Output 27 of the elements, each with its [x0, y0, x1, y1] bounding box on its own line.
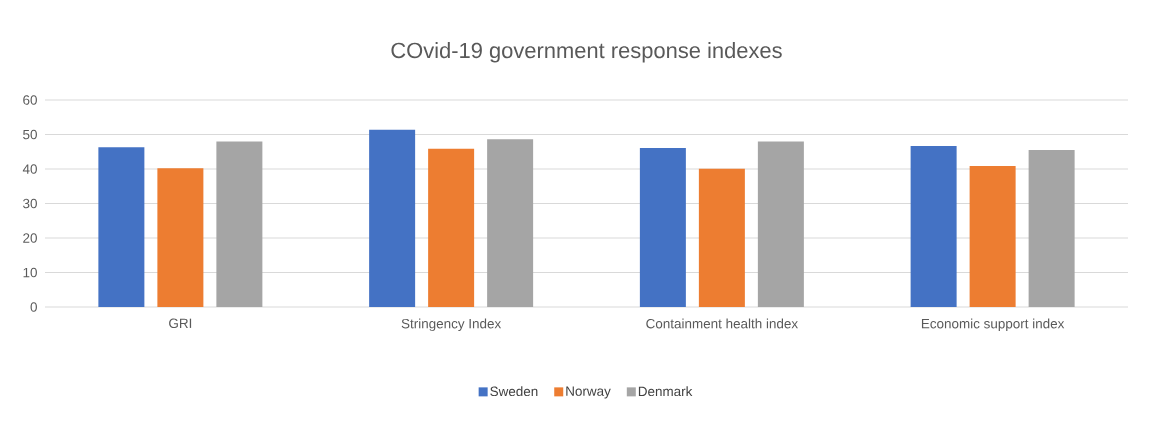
- bar: [639, 147, 686, 307]
- bar: [910, 145, 957, 307]
- y-tick-label: 30: [23, 198, 37, 209]
- bar: [369, 129, 416, 307]
- y-tick-label: 20: [23, 233, 37, 243]
- y-tick-label: 10: [23, 267, 37, 278]
- x-tick-label: Containment health index: [646, 318, 798, 329]
- legend-label: Denmark: [638, 386, 693, 397]
- bar: [757, 141, 804, 307]
- y-tick-label: 60: [23, 95, 37, 105]
- y-tick-label: 0: [30, 302, 37, 312]
- bar: [216, 141, 263, 307]
- bar: [428, 148, 475, 307]
- chart-title: COvid-19 government response indexes: [391, 42, 782, 63]
- bar: [98, 147, 145, 307]
- x-tick-label: Stringency Index: [401, 318, 502, 332]
- bar: [969, 165, 1016, 307]
- legend-label: Sweden: [490, 386, 538, 397]
- y-tick-label: 40: [22, 164, 37, 174]
- bar: [1028, 150, 1075, 307]
- x-tick-label: Economic support index: [921, 318, 1065, 332]
- x-tick-label: GRI: [169, 318, 192, 329]
- legend-label: Norway: [566, 386, 611, 399]
- y-tick-label: 50: [23, 129, 37, 140]
- bar: [487, 139, 534, 307]
- bar: [698, 168, 745, 307]
- bar: [157, 168, 204, 307]
